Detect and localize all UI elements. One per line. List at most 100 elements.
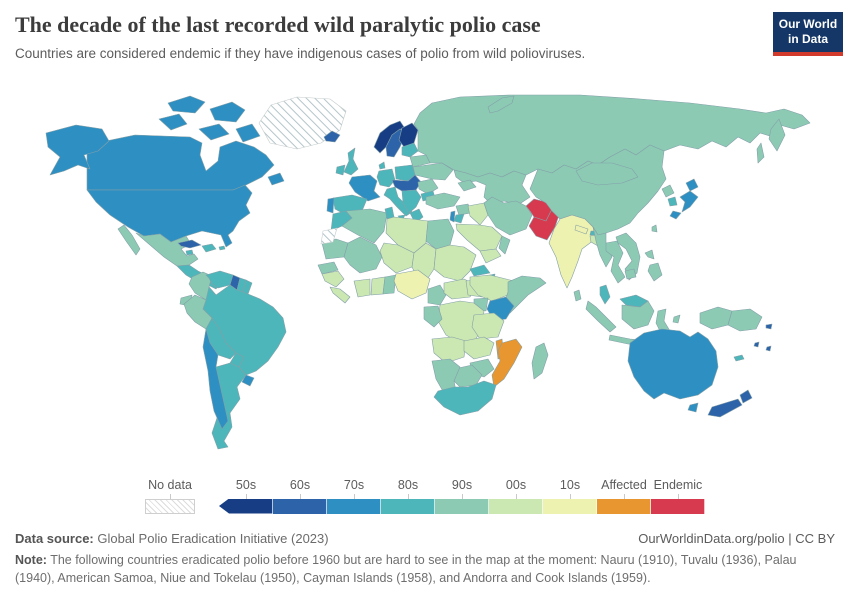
country-turkey[interactable] bbox=[425, 192, 461, 210]
country-indonesia-west-papua[interactable] bbox=[699, 306, 733, 330]
country-mexico-baja[interactable] bbox=[117, 224, 141, 256]
legend-bin-endemic[interactable]: Endemic bbox=[651, 479, 705, 514]
country-caucasus[interactable] bbox=[457, 179, 477, 192]
owid-logo[interactable]: Our World in Data bbox=[773, 12, 843, 56]
country-france[interactable] bbox=[348, 174, 381, 202]
country-new-caledonia[interactable] bbox=[733, 354, 745, 362]
country-uruguay[interactable] bbox=[241, 374, 255, 387]
country-philippines-south[interactable] bbox=[647, 262, 663, 282]
legend-bin-60s[interactable]: 60s bbox=[273, 479, 327, 514]
country-cuba[interactable] bbox=[177, 239, 202, 249]
country-fiji[interactable] bbox=[765, 345, 772, 352]
country-vanuatu[interactable] bbox=[753, 341, 760, 348]
country-cameroon[interactable] bbox=[427, 284, 447, 306]
country-mali[interactable] bbox=[343, 236, 383, 274]
country-new-zealand-south[interactable] bbox=[707, 398, 743, 418]
country-guinea[interactable] bbox=[321, 270, 345, 288]
country-mongolia[interactable] bbox=[575, 162, 639, 186]
country-indonesia-sumatra[interactable] bbox=[585, 300, 617, 333]
country-yemen[interactable] bbox=[479, 248, 502, 264]
country-nepal[interactable] bbox=[574, 224, 589, 235]
country-israel[interactable] bbox=[449, 210, 456, 223]
country-south-africa[interactable] bbox=[433, 380, 497, 416]
legend-bin-90s[interactable]: 90s bbox=[435, 479, 489, 514]
country-zambia[interactable] bbox=[463, 336, 495, 360]
country-japan-honshu[interactable] bbox=[679, 190, 699, 213]
country-south-korea[interactable] bbox=[667, 196, 678, 207]
country-malaysia-peninsula[interactable] bbox=[599, 284, 611, 305]
legend-bin-70s[interactable]: 70s bbox=[327, 479, 381, 514]
country-australia[interactable] bbox=[627, 328, 719, 400]
legend-bin-00s[interactable]: 00s bbox=[489, 479, 543, 514]
country-senegal[interactable] bbox=[317, 261, 339, 275]
country-australia-tasmania[interactable] bbox=[687, 402, 699, 413]
country-jordan[interactable] bbox=[453, 213, 465, 224]
country-sierra-leone-liberia[interactable] bbox=[329, 286, 351, 304]
country-egypt[interactable] bbox=[425, 218, 455, 250]
country-iraq[interactable] bbox=[467, 202, 489, 226]
country-philippines-luzon[interactable] bbox=[644, 249, 655, 260]
country-denmark[interactable] bbox=[378, 161, 386, 170]
country-myanmar[interactable] bbox=[592, 226, 613, 268]
country-somalia[interactable] bbox=[505, 275, 547, 314]
legend-bin-80s[interactable]: 80s bbox=[381, 479, 435, 514]
country-canada-newfoundland[interactable] bbox=[267, 172, 285, 186]
country-western-sahara[interactable] bbox=[320, 227, 338, 245]
country-nigeria[interactable] bbox=[393, 269, 431, 300]
country-russia-kamchatka[interactable] bbox=[768, 118, 786, 152]
country-taiwan[interactable] bbox=[651, 224, 658, 233]
country-iceland[interactable] bbox=[323, 130, 341, 143]
country-venezuela[interactable] bbox=[205, 270, 234, 289]
country-united-states[interactable] bbox=[86, 184, 253, 248]
country-cambodia[interactable] bbox=[624, 268, 637, 280]
country-indonesia-kalimantan[interactable] bbox=[621, 300, 655, 330]
country-jamaica[interactable] bbox=[185, 249, 194, 256]
country-balkans[interactable] bbox=[401, 189, 422, 214]
country-namibia[interactable] bbox=[431, 358, 461, 394]
country-russia-sakhalin[interactable] bbox=[756, 142, 765, 164]
country-indonesia-moluccas[interactable] bbox=[672, 314, 681, 324]
country-romania[interactable] bbox=[417, 178, 439, 195]
country-madagascar[interactable] bbox=[531, 342, 549, 380]
country-chile[interactable] bbox=[202, 328, 229, 430]
country-mozambique[interactable] bbox=[491, 338, 523, 388]
legend-bin-affected[interactable]: Affected bbox=[597, 479, 651, 514]
legend-bin-10s[interactable]: 10s bbox=[543, 479, 597, 514]
country-canada-island-5[interactable] bbox=[235, 123, 261, 143]
country-united-kingdom[interactable] bbox=[343, 147, 359, 176]
country-eritrea[interactable] bbox=[469, 264, 491, 277]
country-italy[interactable] bbox=[383, 186, 413, 217]
country-ireland[interactable] bbox=[335, 164, 346, 176]
country-baltic-states[interactable] bbox=[401, 142, 419, 158]
owid-cc-link[interactable]: OurWorldinData.org/polio | CC BY bbox=[638, 531, 835, 546]
country-vietnam-laos[interactable] bbox=[615, 232, 641, 281]
country-tanzania[interactable] bbox=[471, 312, 505, 340]
country-canada[interactable] bbox=[86, 134, 275, 191]
country-sri-lanka[interactable] bbox=[573, 289, 582, 302]
country-gabon-congo[interactable] bbox=[423, 305, 443, 328]
country-hispaniola[interactable] bbox=[201, 243, 217, 253]
country-niger[interactable] bbox=[379, 242, 415, 274]
country-cote-divoire[interactable] bbox=[353, 278, 371, 298]
country-new-zealand-north[interactable] bbox=[739, 389, 753, 404]
country-alaska[interactable] bbox=[45, 124, 110, 176]
country-thailand[interactable] bbox=[605, 240, 626, 284]
country-mexico[interactable] bbox=[135, 232, 199, 267]
country-angola[interactable] bbox=[431, 336, 467, 364]
legend-no-data[interactable]: No data bbox=[145, 479, 195, 514]
country-canada-island-1[interactable] bbox=[167, 95, 206, 114]
country-canada-island-4[interactable] bbox=[198, 123, 230, 141]
country-sudan[interactable] bbox=[433, 244, 477, 282]
legend-bin-50s[interactable]: 50s bbox=[219, 479, 273, 514]
country-greenland[interactable] bbox=[258, 96, 347, 150]
country-belarus[interactable] bbox=[409, 154, 431, 168]
country-north-korea[interactable] bbox=[661, 184, 675, 198]
country-solomon-islands[interactable] bbox=[765, 323, 773, 330]
country-iran[interactable] bbox=[483, 196, 533, 236]
country-puerto-rico[interactable] bbox=[218, 245, 226, 251]
country-algeria[interactable] bbox=[341, 208, 388, 244]
country-japan-kyushu[interactable] bbox=[669, 210, 682, 220]
country-kazakhstan-central-asia[interactable] bbox=[453, 169, 531, 206]
country-canada-island-2[interactable] bbox=[209, 101, 246, 123]
country-oman[interactable] bbox=[498, 235, 511, 255]
